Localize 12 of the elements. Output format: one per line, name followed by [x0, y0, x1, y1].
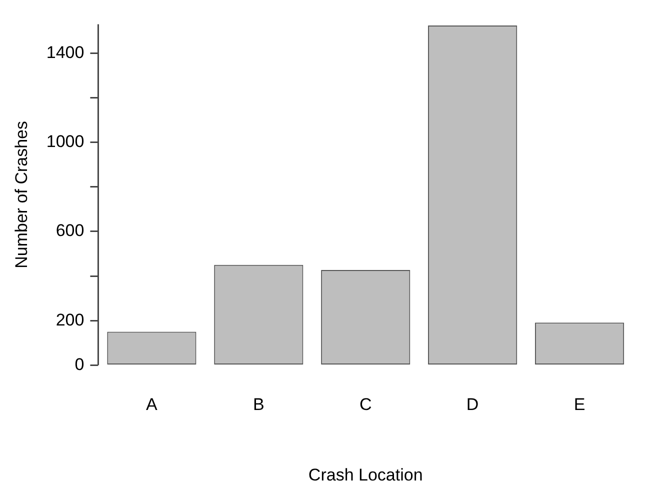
y-tick-label: 200 [56, 310, 84, 330]
y-tick-label: 1000 [46, 132, 84, 152]
x-tick-label: E [574, 395, 586, 414]
x-tick-label: C [359, 395, 372, 414]
x-tick-label: B [252, 395, 264, 414]
y-axis-title: Number of Crashes [12, 121, 31, 268]
x-tick-label: D [466, 395, 479, 414]
y-tick-label: 1400 [46, 42, 84, 62]
y-tick-label: 600 [56, 221, 84, 240]
x-tick-label: A [146, 395, 158, 414]
x-axis-title: Crash Location [308, 465, 423, 484]
y-tick-label: 0 [74, 354, 84, 374]
